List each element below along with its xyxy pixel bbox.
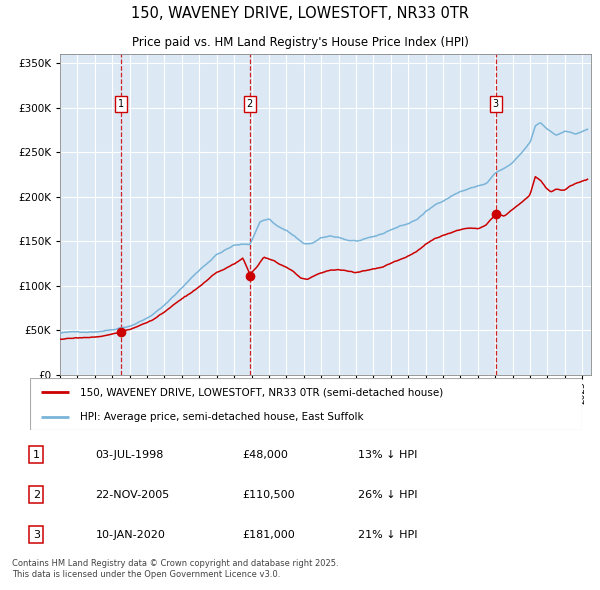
Text: £110,500: £110,500 <box>242 490 295 500</box>
Text: £181,000: £181,000 <box>242 530 295 540</box>
Text: 10-JAN-2020: 10-JAN-2020 <box>95 530 166 540</box>
Text: Contains HM Land Registry data © Crown copyright and database right 2025.
This d: Contains HM Land Registry data © Crown c… <box>12 559 338 579</box>
Text: 1: 1 <box>118 99 124 109</box>
Text: 1: 1 <box>32 450 40 460</box>
Text: £48,000: £48,000 <box>242 450 288 460</box>
Text: 22-NOV-2005: 22-NOV-2005 <box>95 490 170 500</box>
Text: 21% ↓ HPI: 21% ↓ HPI <box>358 530 417 540</box>
Text: 2: 2 <box>32 490 40 500</box>
Text: Price paid vs. HM Land Registry's House Price Index (HPI): Price paid vs. HM Land Registry's House … <box>131 36 469 49</box>
Text: 03-JUL-1998: 03-JUL-1998 <box>95 450 164 460</box>
Text: 2: 2 <box>247 99 253 109</box>
Text: 150, WAVENEY DRIVE, LOWESTOFT, NR33 0TR: 150, WAVENEY DRIVE, LOWESTOFT, NR33 0TR <box>131 6 469 21</box>
Text: 13% ↓ HPI: 13% ↓ HPI <box>358 450 417 460</box>
Text: 26% ↓ HPI: 26% ↓ HPI <box>358 490 417 500</box>
Text: 150, WAVENEY DRIVE, LOWESTOFT, NR33 0TR (semi-detached house): 150, WAVENEY DRIVE, LOWESTOFT, NR33 0TR … <box>80 387 443 397</box>
Text: 3: 3 <box>32 530 40 540</box>
Text: 3: 3 <box>493 99 499 109</box>
Text: HPI: Average price, semi-detached house, East Suffolk: HPI: Average price, semi-detached house,… <box>80 412 364 421</box>
